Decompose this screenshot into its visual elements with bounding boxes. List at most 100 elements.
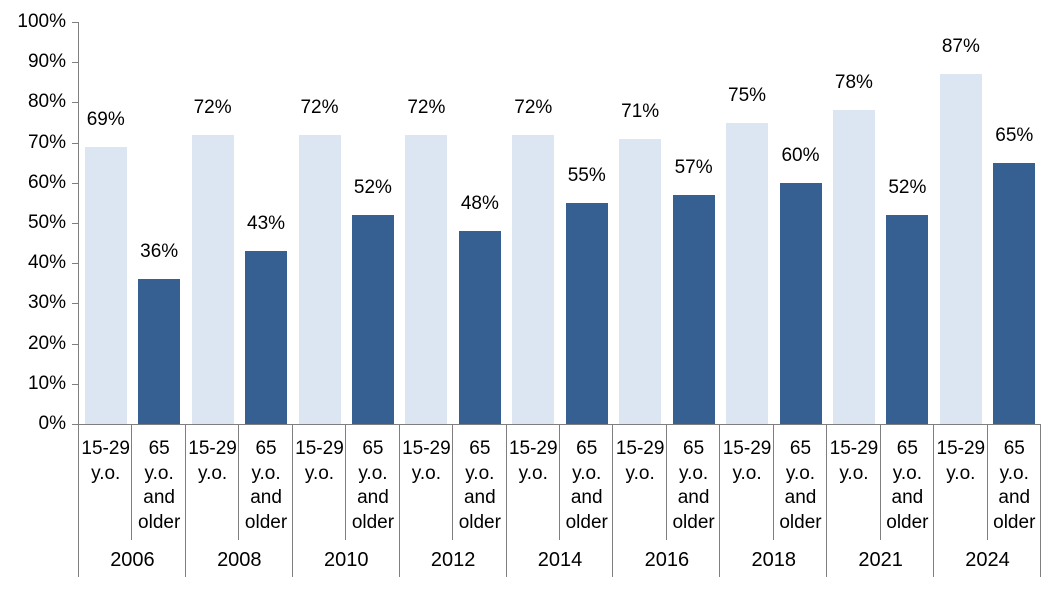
x-year-label: 2021 — [858, 549, 903, 571]
x-year-label: 2014 — [537, 549, 583, 571]
group-boundary-line — [826, 424, 828, 577]
y-tick-label: 20% — [27, 332, 66, 354]
bar-2006-young — [84, 146, 127, 424]
bar-value-label: 72% — [300, 96, 339, 118]
bar-value-label: 72% — [514, 96, 553, 118]
x-year-label: 2010 — [323, 549, 369, 571]
x-year-label: 2024 — [965, 549, 1010, 571]
bar-value-label: 48% — [460, 193, 499, 215]
x-sub-label: 65 y.o. and older — [138, 438, 181, 533]
group-boundary-line — [933, 424, 935, 577]
y-tick-mark — [72, 263, 79, 265]
bar-2018-young — [726, 122, 769, 424]
bar-2010-young — [298, 134, 341, 424]
bar-2006-older — [138, 279, 181, 424]
x-sub-label: 15-29 y.o. — [615, 438, 665, 484]
bar-2021-older — [886, 214, 929, 424]
bar-2016-older — [672, 194, 715, 424]
x-sub-label: 65 y.o. and older — [351, 438, 395, 533]
group-boundary-line — [78, 424, 79, 577]
y-tick-label: 90% — [27, 51, 66, 73]
subgroup-boundary-line — [238, 424, 240, 540]
x-year-label: 2008 — [217, 549, 262, 571]
x-year-label: 2016 — [644, 549, 690, 571]
bar-2014-young — [512, 134, 555, 424]
bar-2008-young — [191, 134, 234, 424]
subgroup-boundary-line — [452, 424, 454, 540]
y-tick-mark — [72, 343, 79, 345]
bar-value-label: 65% — [995, 124, 1034, 146]
bar-value-label: 69% — [86, 108, 125, 130]
bar-value-label: 52% — [888, 176, 927, 198]
bar-2010-older — [351, 214, 394, 424]
x-sub-label: 15-29 y.o. — [722, 438, 772, 484]
subgroup-boundary-line — [986, 424, 988, 540]
x-sub-label: 15-29 y.o. — [188, 438, 237, 484]
bar-value-label: 87% — [941, 36, 980, 58]
bar-2021-young — [832, 110, 875, 424]
y-tick-mark — [72, 62, 79, 64]
bar-2014-older — [565, 202, 608, 424]
group-boundary-line — [505, 424, 507, 577]
x-sub-label: 15-29 y.o. — [829, 438, 879, 484]
y-tick-label: 40% — [27, 252, 66, 274]
x-year-label: 2012 — [430, 549, 476, 571]
group-boundary-line — [1040, 424, 1041, 577]
x-sub-label: 65 y.o. and older — [565, 438, 608, 533]
subgroup-boundary-line — [772, 424, 774, 540]
bar-value-label: 57% — [674, 156, 713, 178]
x-year-label: 2006 — [110, 549, 155, 571]
y-tick-mark — [72, 22, 79, 23]
x-sub-label: 65 y.o. and older — [244, 438, 288, 533]
x-sub-label: 15-29 y.o. — [295, 438, 344, 484]
bar-value-label: 72% — [407, 96, 446, 118]
group-boundary-line — [291, 424, 293, 577]
bar-value-label: 52% — [353, 176, 392, 198]
bar-value-label: 36% — [140, 241, 179, 263]
x-sub-label: 15-29 y.o. — [508, 438, 558, 484]
subgroup-boundary-line — [665, 424, 667, 540]
bar-value-label: 71% — [621, 100, 660, 122]
x-sub-label: 65 y.o. and older — [458, 438, 501, 533]
bar-2016-young — [619, 138, 662, 424]
x-year-label: 2018 — [751, 549, 797, 571]
group-boundary-line — [612, 424, 614, 577]
y-tick-label: 50% — [27, 212, 66, 233]
group-boundary-line — [184, 424, 186, 577]
x-sub-label: 15-29 y.o. — [936, 438, 986, 484]
y-tick-label: 80% — [27, 91, 66, 113]
bar-2012-young — [405, 134, 448, 424]
x-axis-line — [72, 424, 1041, 425]
bar-value-label: 60% — [781, 144, 820, 166]
subgroup-boundary-line — [559, 424, 560, 540]
y-tick-mark — [72, 383, 79, 385]
subgroup-boundary-line — [131, 424, 133, 540]
y-tick-label: 30% — [27, 292, 66, 314]
x-sub-label: 15-29 y.o. — [402, 438, 451, 484]
y-tick-mark — [72, 102, 79, 104]
x-sub-label: 65 y.o. and older — [672, 438, 715, 533]
y-tick-label: 60% — [27, 171, 66, 193]
bar-value-label: 43% — [247, 213, 286, 235]
y-tick-mark — [72, 182, 79, 184]
bar-2008-older — [245, 251, 288, 424]
y-tick-mark — [72, 142, 79, 144]
bar-2024-young — [939, 74, 982, 424]
group-boundary-line — [719, 424, 721, 577]
bar-2012-older — [458, 231, 501, 424]
y-tick-mark — [72, 223, 79, 224]
y-tick-mark — [72, 303, 79, 305]
bar-value-label: 55% — [567, 164, 606, 186]
subgroup-boundary-line — [879, 424, 881, 540]
bar-value-label: 75% — [728, 84, 767, 106]
subgroup-boundary-line — [345, 424, 347, 540]
x-sub-label: 65 y.o. and older — [993, 438, 1036, 533]
bar-2018-older — [779, 182, 822, 424]
y-tick-label: 0% — [38, 413, 66, 434]
y-tick-label: 10% — [27, 372, 66, 394]
bar-value-label: 72% — [193, 96, 232, 118]
bar-2024-older — [993, 162, 1036, 424]
y-tick-label: 100% — [17, 11, 66, 32]
y-axis-line — [78, 22, 79, 424]
